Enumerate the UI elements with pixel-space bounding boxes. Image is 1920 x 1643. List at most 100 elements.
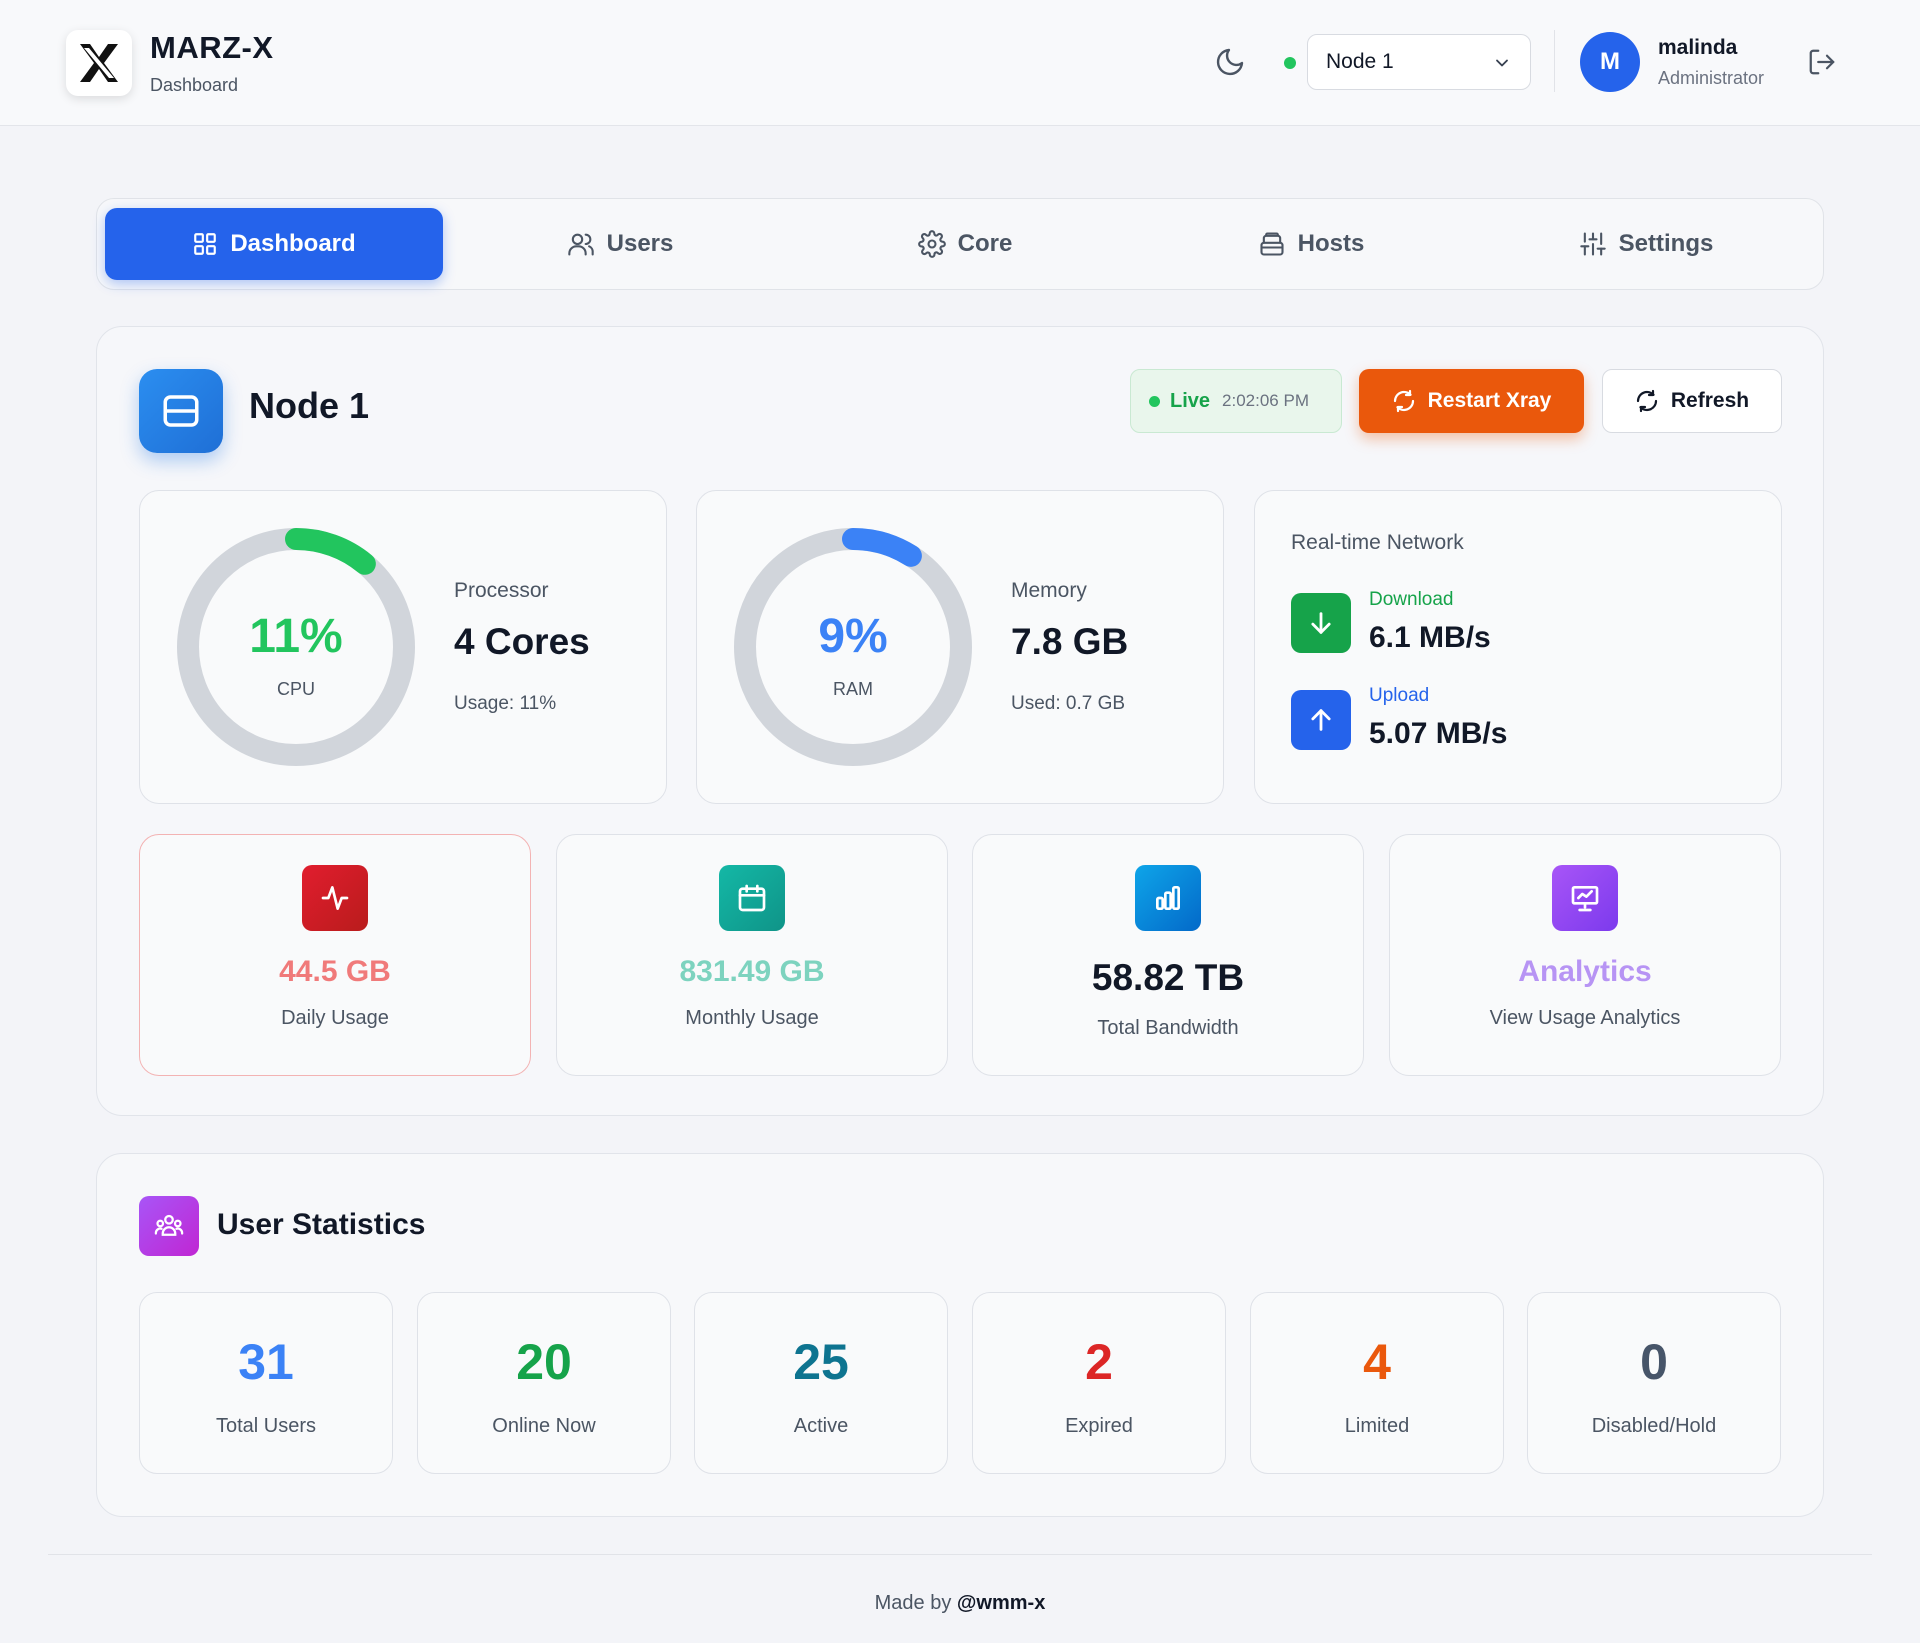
logout-button[interactable] [1804,44,1840,80]
cpu-caption: Processor [454,579,549,602]
stat-label: Disabled/Hold [1591,1415,1717,1437]
restart-label: Restart Xray [1427,389,1552,412]
analytics-card[interactable]: Analytics View Usage Analytics [1389,834,1781,1076]
activity-icon-box [302,865,368,931]
footer-prefix: Made by [874,1592,952,1614]
node-server-icon-box [139,369,223,453]
ram-used: Used: 0.7 GB [1011,693,1126,714]
users-icon [567,233,594,256]
sliders-icon [1579,232,1606,256]
tab-hosts[interactable]: Hosts [1142,208,1480,280]
cpu-gauge-fill [177,528,415,766]
x-logo-icon [80,44,118,82]
user-statistics-title: User Statistics [217,1208,426,1241]
grid-icon [194,233,217,255]
total-bandwidth-label: Total Bandwidth [1097,1017,1239,1039]
bar-chart-icon-box [1135,865,1201,931]
top-header: MARZ-X Dashboard Node 1 M malinda Admini… [0,0,1920,126]
tab-label: Settings [1618,230,1714,257]
download-icon-box [1291,593,1351,653]
stat-value: 0 [1640,1334,1668,1390]
presentation-chart-icon [1571,886,1599,912]
user-role: Administrator [1658,68,1765,88]
hosts-icon [1260,232,1284,256]
tab-core[interactable]: Core [796,208,1134,280]
node-panel: Node 1 Live 2:02:06 PM Restart Xray Refr… [96,326,1824,1116]
arrow-down-icon [1311,612,1331,634]
tab-label: Core [957,230,1013,257]
monthly-usage-value: 831.49 GB [679,955,825,988]
monthly-usage-label: Monthly Usage [685,1007,819,1029]
ram-gauge [734,528,972,766]
cpu-gauge [177,528,415,766]
stat-expired[interactable]: 2 Expired [972,1292,1226,1474]
stat-label: Online Now [492,1415,596,1437]
arrow-up-icon [1311,709,1331,731]
stat-limited[interactable]: 4 Limited [1250,1292,1504,1474]
cpu-percent: 11% [249,610,343,663]
user-name: malinda [1658,36,1738,59]
total-bandwidth-card[interactable]: 58.82 TB Total Bandwidth [972,834,1364,1076]
group-icon-box [139,1196,199,1256]
calendar-icon-box [719,865,785,931]
node-title: Node 1 [249,385,370,426]
stat-total-users[interactable]: 31 Total Users [139,1292,393,1474]
stat-online-now[interactable]: 20 Online Now [417,1292,671,1474]
daily-usage-value: 44.5 GB [279,955,391,988]
app-name: MARZ-X [150,30,274,65]
restart-icon [1393,389,1414,413]
node-selector-dropdown[interactable]: Node 1 [1307,34,1531,90]
header-divider [1554,30,1555,92]
cpu-cores: 4 Cores [454,621,590,662]
analytics-label: View Usage Analytics [1489,1007,1681,1029]
app-logo[interactable] [66,30,132,96]
stat-disabled-hold[interactable]: 0 Disabled/Hold [1527,1292,1781,1474]
stat-value: 31 [238,1334,294,1390]
stat-label: Active [793,1415,849,1437]
group-icon [154,1214,184,1236]
footer-divider [48,1554,1872,1555]
node-selector-value: Node 1 [1326,50,1394,73]
stat-value: 4 [1363,1334,1391,1390]
stat-active[interactable]: 25 Active [694,1292,948,1474]
bar-chart-icon [1156,886,1180,910]
live-time: 2:02:06 PM [1222,391,1309,410]
ram-percent: 9% [818,610,888,663]
ram-card: 9% RAM Memory 7.8 GB Used: 0.7 GB [696,490,1224,804]
stat-label: Limited [1344,1415,1410,1437]
ram-caption: Memory [1011,579,1087,602]
activity-icon [321,886,349,910]
daily-usage-card[interactable]: 44.5 GB Daily Usage [139,834,531,1076]
user-statistics-panel: User Statistics 31 Total Users 20 Online… [96,1153,1824,1517]
restart-xray-button[interactable]: Restart Xray [1359,369,1584,433]
refresh-label: Refresh [1670,389,1750,412]
download-label: Download [1369,589,1454,610]
stat-value: 25 [793,1334,849,1390]
download-value: 6.1 MB/s [1369,621,1491,654]
server-icon [163,395,199,427]
upload-value: 5.07 MB/s [1369,717,1508,750]
stat-value: 2 [1085,1334,1113,1390]
moon-icon [1216,48,1244,76]
tab-settings[interactable]: Settings [1477,208,1815,280]
network-card: Real-time Network Download 6.1 MB/s Uplo… [1254,490,1782,804]
tab-users[interactable]: Users [451,208,789,280]
calendar-icon [738,884,766,912]
live-label: Live [1170,389,1211,412]
footer-author-link[interactable]: @wmm-x [956,1592,1046,1614]
daily-usage-label: Daily Usage [281,1007,389,1029]
refresh-button[interactable]: Refresh [1602,369,1782,433]
app-subtitle: Dashboard [150,75,239,95]
total-bandwidth-value: 58.82 TB [1091,957,1245,998]
upload-label: Upload [1369,685,1430,706]
stat-value: 20 [516,1334,572,1390]
refresh-icon [1636,389,1657,413]
avatar[interactable]: M [1580,32,1640,92]
monthly-usage-card[interactable]: 831.49 GB Monthly Usage [556,834,948,1076]
presentation-chart-icon-box [1552,865,1618,931]
tab-dashboard[interactable]: Dashboard [105,208,443,280]
theme-toggle-button[interactable] [1212,44,1248,80]
cpu-card: 11% CPU Processor 4 Cores Usage: 11% [139,490,667,804]
main-nav-tabs: Dashboard Users Core Hosts Settings [96,198,1824,290]
chevron-down-icon [1496,59,1508,67]
